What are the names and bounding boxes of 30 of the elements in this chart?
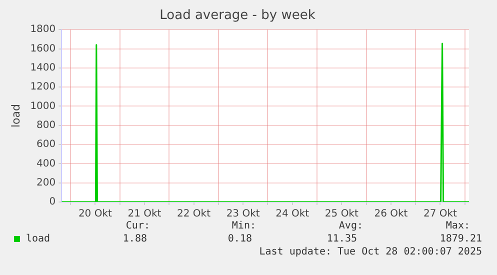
y-tick-label: 400 — [36, 158, 56, 170]
y-tick-label: 800 — [36, 120, 56, 131]
x-tick-label: 27 Okt — [423, 208, 458, 220]
text: 1879.21 — [440, 234, 482, 245]
legend-label: load — [26, 234, 50, 245]
y-tick-label: 1600 — [30, 43, 56, 54]
y-tick-label: 600 — [36, 139, 56, 150]
y-tick-label: 1200 — [30, 82, 56, 93]
text: Last update: Tue Oct 28 02:00:07 2025 — [259, 246, 482, 258]
text: Avg: — [338, 220, 363, 232]
text: Min: — [232, 220, 256, 232]
x-tick-label: 21 Okt — [128, 208, 162, 220]
y-axis-title: load — [9, 104, 22, 128]
x-tick-label: 23 Okt — [226, 208, 260, 220]
text: Cur: — [126, 220, 150, 232]
y-tick-label: 1800 — [30, 24, 56, 36]
y-tick-label: 200 — [36, 177, 56, 188]
text: 0.18 — [228, 234, 252, 245]
text: 11.35 — [326, 234, 357, 245]
text: Max: — [446, 220, 470, 232]
x-tick-label: 22 Okt — [177, 208, 211, 220]
x-tick-label: 25 Okt — [324, 208, 358, 220]
x-tick-label: 24 Okt — [276, 208, 310, 220]
x-tick-label: 26 Okt — [374, 208, 408, 220]
y-tick-label: 1400 — [30, 62, 56, 74]
text: 1.88 — [122, 234, 147, 245]
x-tick-label: 20 Okt — [78, 208, 112, 220]
chart-title: Load average - by week — [160, 8, 316, 24]
y-tick-label: 0 — [49, 196, 56, 208]
y-tick-label: 1000 — [30, 100, 56, 112]
